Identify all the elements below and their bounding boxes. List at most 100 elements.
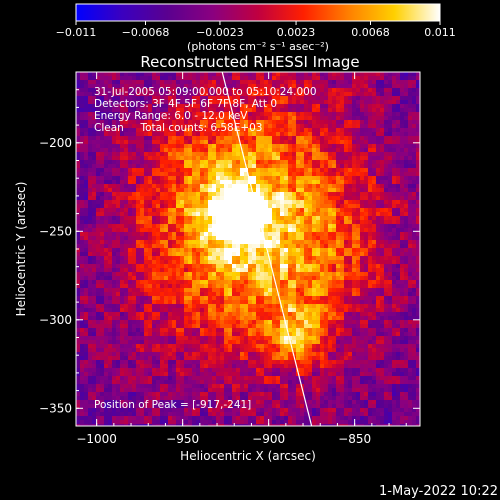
heatmap-cell: [136, 192, 141, 197]
heatmap-cell: [276, 180, 281, 185]
heatmap-cell: [296, 72, 301, 77]
heatmap-cell: [164, 280, 169, 285]
heatmap-cell: [284, 72, 289, 77]
heatmap-cell: [224, 104, 229, 109]
heatmap-cell: [108, 168, 113, 173]
heatmap-cell: [268, 356, 273, 361]
heatmap-cell: [212, 300, 217, 305]
heatmap-cell: [236, 340, 241, 345]
heatmap-cell: [112, 316, 117, 321]
heatmap-cell: [188, 252, 193, 257]
heatmap-cell: [132, 356, 137, 361]
heatmap-cell: [204, 104, 209, 109]
heatmap-cell: [228, 420, 233, 425]
heatmap-cell: [244, 112, 249, 117]
heatmap-cell: [272, 288, 277, 293]
heatmap-cell: [144, 256, 149, 261]
heatmap-cell: [260, 80, 265, 85]
heatmap-cell: [228, 288, 233, 293]
heatmap-cell: [168, 248, 173, 253]
heatmap-cell: [224, 408, 229, 413]
heatmap-cell: [240, 236, 245, 241]
heatmap-cell: [284, 228, 289, 233]
heatmap-cell: [116, 212, 121, 217]
heatmap-cell: [244, 376, 249, 381]
heatmap-cell: [96, 176, 101, 181]
heatmap-cell: [212, 104, 217, 109]
heatmap-cell: [192, 136, 197, 141]
heatmap-cell: [200, 252, 205, 257]
heatmap-cell: [204, 212, 209, 217]
heatmap-cell: [84, 252, 89, 257]
heatmap-cell: [232, 372, 237, 377]
heatmap-cell: [96, 236, 101, 241]
heatmap-cell: [188, 204, 193, 209]
heatmap-cell: [276, 72, 281, 77]
heatmap-cell: [188, 384, 193, 389]
heatmap-cell: [288, 160, 293, 165]
heatmap-cell: [192, 88, 197, 93]
heatmap-cell: [184, 128, 189, 133]
heatmap-cell: [172, 176, 177, 181]
heatmap-cell: [268, 244, 273, 249]
heatmap-cell: [128, 152, 133, 157]
heatmap-cell: [152, 124, 157, 129]
heatmap-cell: [156, 120, 161, 125]
heatmap-cell: [180, 312, 185, 317]
heatmap-cell: [160, 396, 165, 401]
heatmap-cell: [96, 124, 101, 129]
heatmap-cell: [172, 412, 177, 417]
heatmap-cell: [224, 256, 229, 261]
heatmap-cell: [76, 260, 81, 265]
heatmap-cell: [220, 144, 225, 149]
heatmap-cell: [252, 180, 257, 185]
heatmap-cell: [280, 120, 285, 125]
heatmap-cell: [212, 108, 217, 113]
heatmap-cell: [132, 400, 137, 405]
heatmap-cell: [120, 376, 125, 381]
heatmap-cell: [84, 196, 89, 201]
heatmap-cell: [144, 212, 149, 217]
heatmap-cell: [200, 140, 205, 145]
heatmap-cell: [292, 228, 297, 233]
heatmap-cell: [296, 360, 301, 365]
heatmap-cell: [152, 348, 157, 353]
heatmap-cell: [220, 112, 225, 117]
heatmap-cell: [252, 208, 257, 213]
heatmap-cell: [264, 188, 269, 193]
heatmap-cell: [140, 288, 145, 293]
heatmap-cell: [264, 96, 269, 101]
heatmap-cell: [236, 344, 241, 349]
heatmap-cell: [288, 232, 293, 237]
heatmap-cell: [200, 176, 205, 181]
heatmap-cell: [268, 216, 273, 221]
heatmap-cell: [112, 152, 117, 157]
heatmap-cell: [256, 152, 261, 157]
heatmap-cell: [124, 212, 129, 217]
heatmap-cell: [188, 264, 193, 269]
heatmap-cell: [144, 144, 149, 149]
heatmap-cell: [196, 348, 201, 353]
heatmap-cell: [184, 164, 189, 169]
heatmap-cell: [192, 188, 197, 193]
heatmap-cell: [100, 140, 105, 145]
heatmap-cell: [272, 300, 277, 305]
heatmap-cell: [176, 224, 181, 229]
heatmap-cell: [280, 260, 285, 265]
heatmap-cell: [96, 116, 101, 121]
heatmap-cell: [116, 324, 121, 329]
heatmap-cell: [200, 204, 205, 209]
heatmap-cell: [248, 184, 253, 189]
heatmap-cell: [236, 124, 241, 129]
heatmap-cell: [292, 316, 297, 321]
heatmap-cell: [136, 420, 141, 425]
heatmap-cell: [140, 188, 145, 193]
heatmap-cell: [200, 380, 205, 385]
heatmap-cell: [88, 356, 93, 361]
heatmap-cell: [132, 244, 137, 249]
heatmap-cell: [264, 196, 269, 201]
heatmap-cell: [80, 240, 85, 245]
heatmap-cell: [140, 356, 145, 361]
heatmap-cell: [140, 76, 145, 81]
heatmap-cell: [276, 208, 281, 213]
